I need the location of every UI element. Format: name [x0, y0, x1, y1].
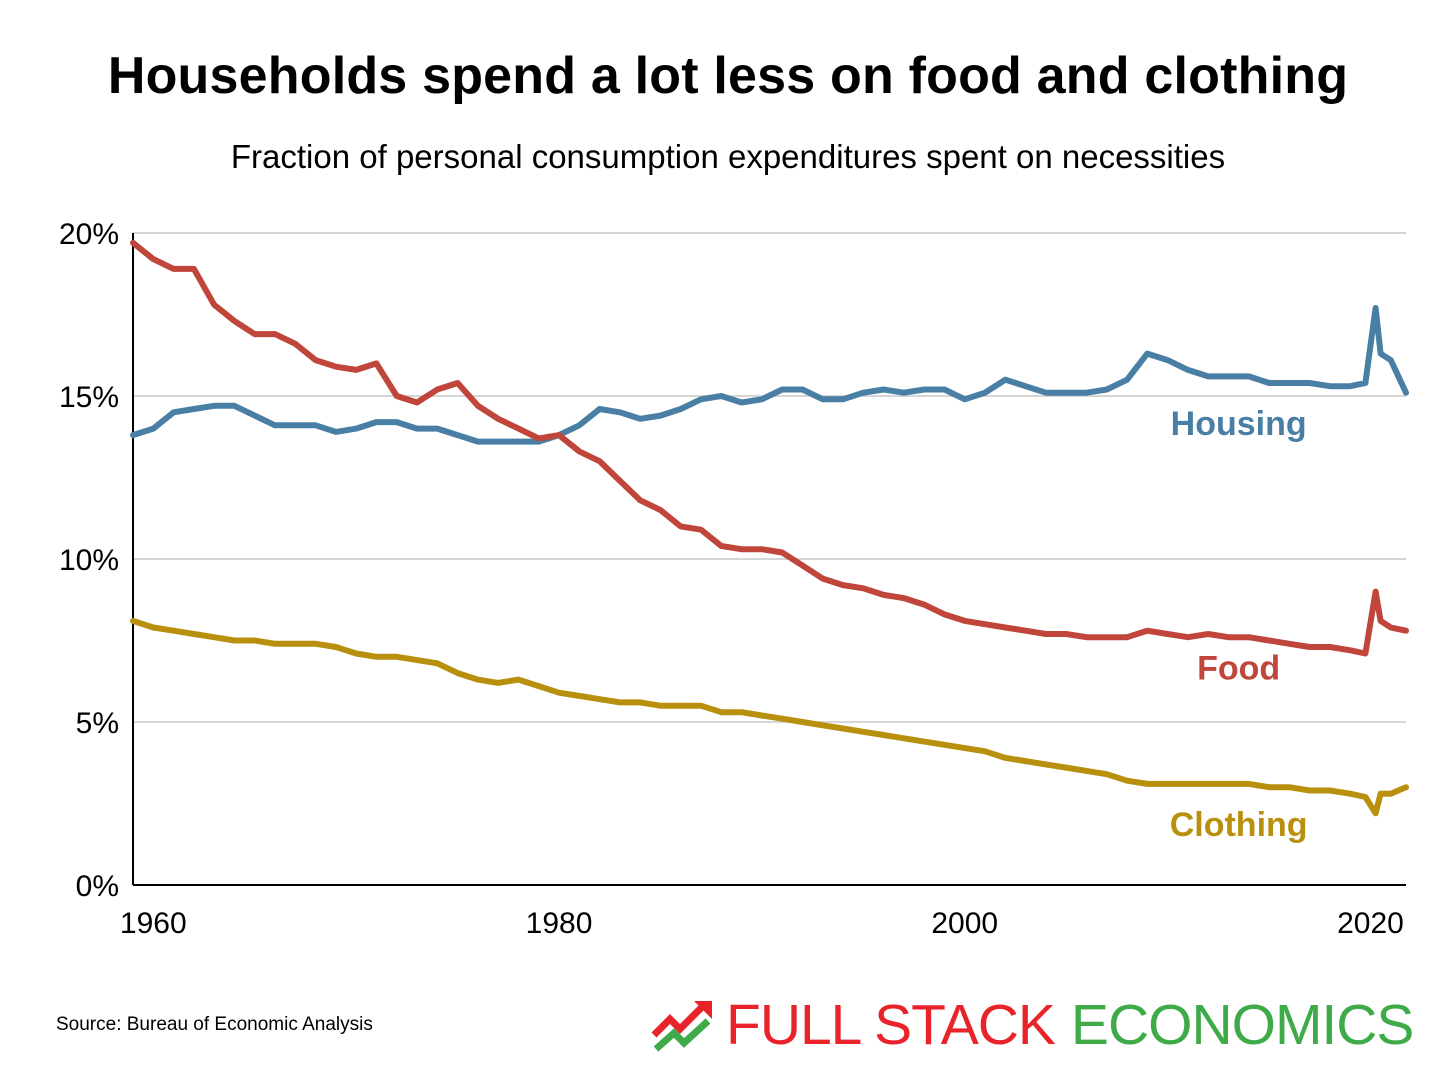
series-line-clothing: [130, 617, 1409, 817]
brand-word-economics: ECONOMICS: [1070, 993, 1415, 1057]
source-note: Source: Bureau of Economic Analysis: [56, 1014, 373, 1035]
brand-logo: FULL STACK ECONOMICS: [650, 990, 1430, 1060]
x-tick-labels: 1960 1980 2000 2020: [120, 907, 1404, 940]
brand-word-full-stack: FULL STACK: [726, 993, 1056, 1057]
y-tick-label: 15%: [59, 381, 119, 414]
series-labels: Housing Food Clothing: [1170, 405, 1308, 844]
x-tick-label: 1980: [526, 907, 593, 940]
trend-arrow-icon: [651, 1001, 712, 1052]
x-tick-label: 2000: [931, 907, 998, 940]
chart-subtitle: Fraction of personal consumption expendi…: [230, 138, 1226, 175]
y-tick-labels: 0% 5% 10% 15% 20%: [59, 218, 119, 903]
y-tick-label: 10%: [59, 544, 119, 577]
series-label-food: Food: [1197, 650, 1280, 688]
y-tick-label: 0%: [76, 870, 119, 903]
series-line-food: [130, 239, 1409, 657]
series-label-clothing: Clothing: [1170, 806, 1308, 844]
y-tick-label: 20%: [59, 218, 119, 251]
x-tick-label: 1960: [120, 907, 187, 940]
x-tick-label: 2020: [1337, 907, 1404, 940]
chart-title: Households spend a lot less on food and …: [107, 47, 1349, 105]
y-tick-label: 5%: [76, 707, 119, 740]
series-label-housing: Housing: [1171, 405, 1307, 443]
axes: [132, 233, 1406, 886]
series-line-housing: [130, 305, 1409, 445]
series-lines: [130, 239, 1409, 817]
